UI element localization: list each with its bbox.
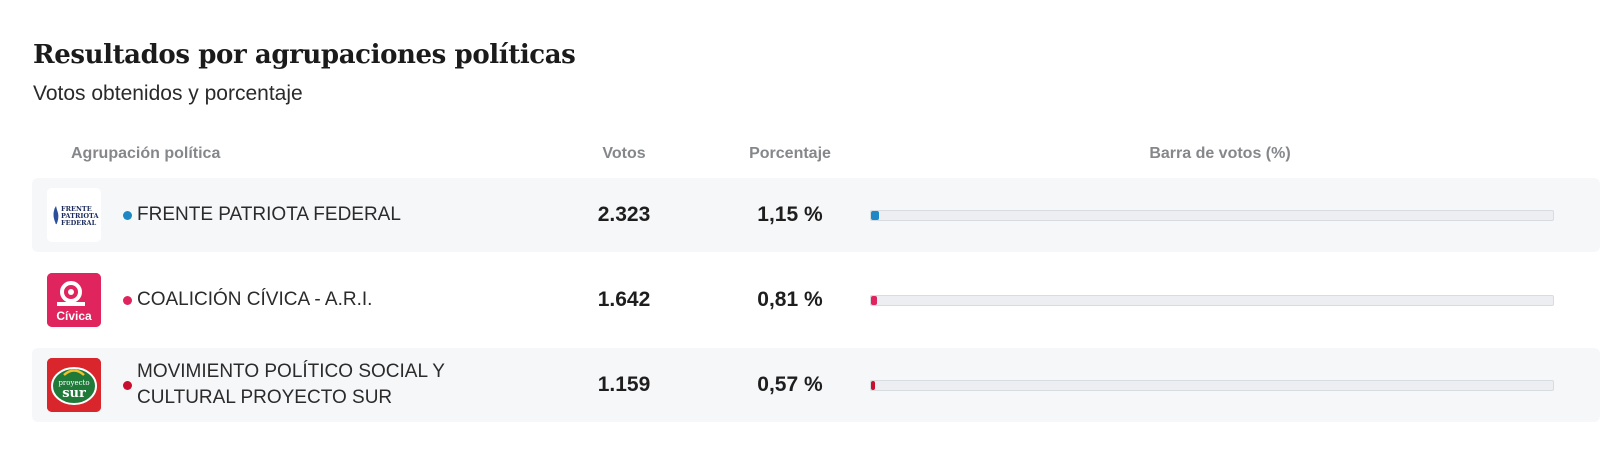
party-color-dot (123, 381, 132, 390)
column-header-percentage: Porcentaje (749, 145, 831, 162)
column-header-vote-bar: Barra de votos (%) (1149, 145, 1291, 162)
vote-bar-fill (871, 211, 879, 220)
party-votes: 1.642 (597, 288, 651, 311)
page-subtitle: Votos obtenidos y porcentaje (33, 82, 303, 105)
party-percentage: 0,57 % (757, 373, 823, 396)
column-header-party: Agrupación política (71, 145, 221, 162)
column-header-votes: Votos (602, 145, 646, 162)
logo-text-line: proyecto (58, 379, 89, 387)
party-color-dot (123, 296, 132, 305)
logo-text-line: PATRIOTA (61, 212, 100, 220)
table-row: proyecto sur MOVIMIENTO POLÍTICO SOCIAL … (32, 348, 1600, 422)
logo-text-line: FEDERAL (61, 219, 97, 227)
party-name: COALICIÓN CÍVICA - A.R.I. (137, 289, 373, 310)
vote-bar (870, 380, 1554, 391)
party-name: MOVIMIENTO POLÍTICO SOCIAL Y CULTURAL PR… (137, 361, 445, 408)
logo-text-line: FRENTE (61, 205, 92, 213)
logo-text-line: sur (62, 386, 86, 401)
party-votes: 2.323 (597, 203, 651, 226)
frente-patriota-federal-logo: FRENTE PATRIOTA FEDERAL (47, 188, 101, 242)
vote-bar-fill (871, 296, 877, 305)
party-votes: 1.159 (597, 373, 651, 396)
party-color-dot (123, 211, 132, 220)
frente-patriota-federal-logo-graphic: FRENTE PATRIOTA FEDERAL (47, 188, 101, 242)
vote-bar (870, 295, 1554, 306)
party-percentage: 1,15 % (757, 203, 823, 226)
proyecto-sur-logo: proyecto sur (47, 358, 101, 412)
vote-bar-fill (871, 381, 875, 390)
coalicion-civica-logo: Cívica (47, 273, 101, 327)
coalicion-civica-logo-graphic: Cívica (47, 273, 101, 327)
vote-bar (870, 210, 1554, 221)
party-percentage: 0,81 % (757, 288, 823, 311)
page-title: Resultados por agrupaciones políticas (33, 40, 576, 70)
table-row: FRENTE PATRIOTA FEDERAL FRENTE PATRIOTA … (32, 178, 1600, 252)
party-name: FRENTE PATRIOTA FEDERAL (137, 204, 401, 225)
proyecto-sur-logo-graphic: proyecto sur (47, 358, 101, 412)
logo-text-line: Cívica (56, 309, 92, 323)
table-row: Cívica COALICIÓN CÍVICA - A.R.I. 1.642 0… (32, 263, 1600, 337)
